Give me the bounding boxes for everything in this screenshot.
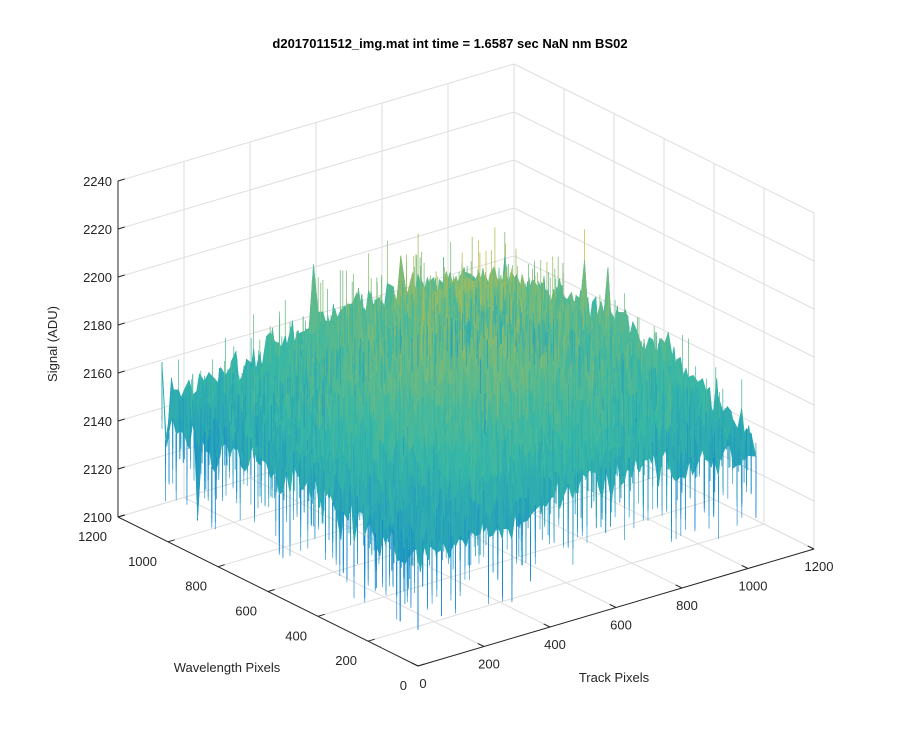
side-wall-gridline-z [513,159,815,310]
side-wall-gridline-z [513,207,815,358]
side-wall-gridline-z [513,63,815,214]
back-wall-gridline-z [117,63,515,182]
back-wall-gridline-z [117,111,515,230]
floor-gridline-y [367,523,765,642]
side-wall-gridline-z [513,255,815,406]
side-wall-gridline-z [513,111,815,262]
back-wall-gridline-z [117,159,515,278]
back-wall-gridline-z [117,207,515,326]
surface-plot [161,227,757,630]
